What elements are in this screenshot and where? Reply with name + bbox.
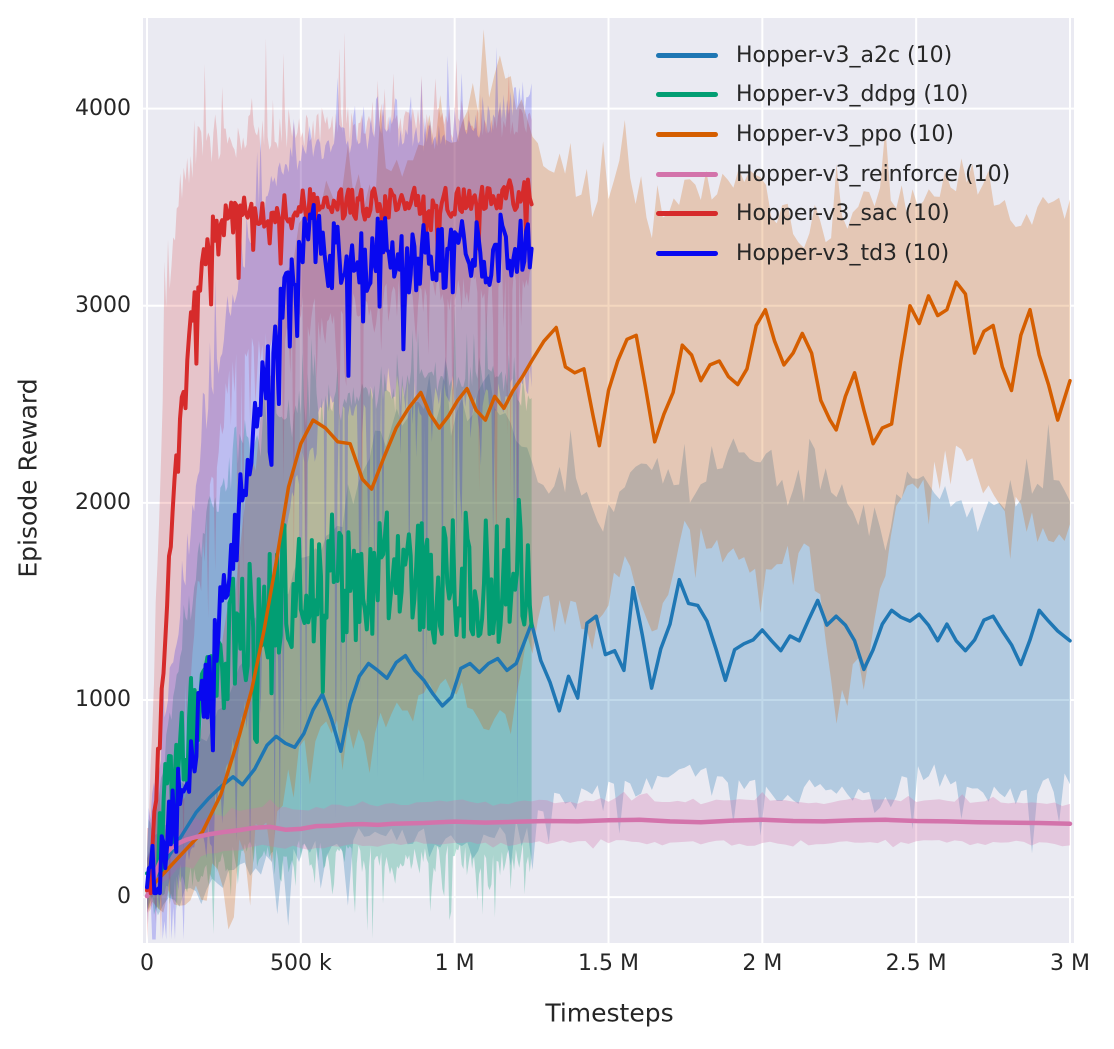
x-tick-label: 1 M — [434, 951, 475, 976]
legend-line-swatch — [656, 92, 718, 98]
y-tick-label: 1000 — [75, 686, 131, 712]
line-Hopper-v3_td3 (10) — [145, 203, 534, 896]
y-axis-label: Episode Reward — [13, 377, 43, 578]
line-Hopper-v3_ppo (10) — [145, 280, 1072, 893]
legend-line-swatch — [656, 251, 718, 256]
gridlines — [143, 18, 1074, 943]
x-tick-label: 3 M — [1050, 951, 1090, 976]
band-Hopper-v3_a2c (10) — [147, 356, 1070, 926]
legend-label: Hopper-v3_sac (10) — [736, 201, 950, 227]
band-Hopper-v3_reinforce (10) — [147, 791, 1070, 899]
legend-line-swatch — [656, 211, 718, 217]
legend-label: Hopper-v3_a2c (10) — [736, 42, 953, 68]
legend-entry: Hopper-v3_ppo (10) — [656, 120, 954, 148]
legend-line-swatch — [656, 131, 718, 137]
y-tick-label: 2000 — [75, 489, 131, 515]
legend-line-swatch — [656, 52, 718, 58]
x-tick-label: 0 — [139, 951, 154, 976]
legend-entry: Hopper-v3_td3 (10) — [656, 240, 949, 268]
y-tick-label: 4000 — [75, 95, 131, 121]
x-tick-label: 1.5 M — [578, 951, 639, 976]
legend-entry: Hopper-v3_a2c (10) — [656, 41, 952, 69]
x-tick-label: 2 M — [742, 951, 783, 976]
legend-entry: Hopper-v3_reinforce (10) — [656, 160, 1010, 188]
line-Hopper-v3_ddpg (10) — [145, 497, 534, 876]
y-tick-label: 0 — [117, 884, 131, 910]
band-Hopper-v3_ddpg (10) — [147, 304, 532, 939]
legend-entry: Hopper-v3_sac (10) — [656, 200, 950, 228]
legend-label: Hopper-v3_ddpg (10) — [736, 82, 969, 108]
series-lines — [144, 177, 1073, 899]
x-axis-label: Timesteps — [545, 998, 674, 1028]
line-Hopper-v3_reinforce (10) — [144, 817, 1073, 899]
legend-label: Hopper-v3_ppo (10) — [736, 121, 955, 147]
legend-label: Hopper-v3_reinforce (10) — [736, 161, 1011, 187]
x-tick-label: 2.5 M — [885, 951, 947, 976]
x-tick-label: 500 k — [269, 951, 332, 976]
legend-label: Hopper-v3_td3 (10) — [736, 241, 950, 266]
legend-line-swatch — [656, 171, 718, 177]
line-Hopper-v3_a2c (10) — [145, 577, 1072, 889]
line-Hopper-v3_sac (10) — [145, 177, 534, 896]
legend-entry: Hopper-v3_ddpg (10) — [656, 81, 968, 109]
y-tick-label: 3000 — [75, 292, 131, 318]
